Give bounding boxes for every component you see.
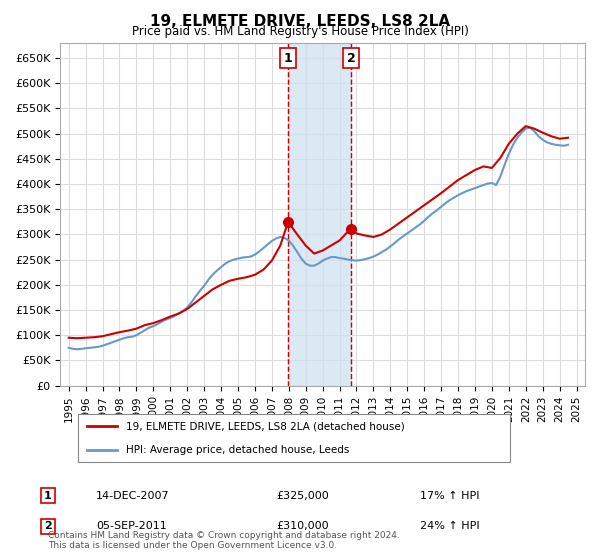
Text: 19, ELMETE DRIVE, LEEDS, LS8 2LA (detached house): 19, ELMETE DRIVE, LEEDS, LS8 2LA (detach…: [125, 421, 404, 431]
Text: 19, ELMETE DRIVE, LEEDS, LS8 2LA: 19, ELMETE DRIVE, LEEDS, LS8 2LA: [150, 14, 450, 29]
Text: £310,000: £310,000: [276, 521, 329, 531]
Text: HPI: Average price, detached house, Leeds: HPI: Average price, detached house, Leed…: [125, 445, 349, 455]
Text: Contains HM Land Registry data © Crown copyright and database right 2024.
This d: Contains HM Land Registry data © Crown c…: [48, 530, 400, 550]
Text: 24% ↑ HPI: 24% ↑ HPI: [420, 521, 479, 531]
Bar: [288, 43, 351, 386]
Text: Price paid vs. HM Land Registry's House Price Index (HPI): Price paid vs. HM Land Registry's House …: [131, 25, 469, 38]
Text: 2: 2: [44, 521, 52, 531]
Text: 05-SEP-2011: 05-SEP-2011: [96, 521, 167, 531]
Text: 17% ↑ HPI: 17% ↑ HPI: [420, 491, 479, 501]
Text: 1: 1: [44, 491, 52, 501]
Text: 1: 1: [284, 52, 292, 64]
Text: 14-DEC-2007: 14-DEC-2007: [96, 491, 170, 501]
Text: 2: 2: [347, 52, 355, 64]
Text: £325,000: £325,000: [276, 491, 329, 501]
